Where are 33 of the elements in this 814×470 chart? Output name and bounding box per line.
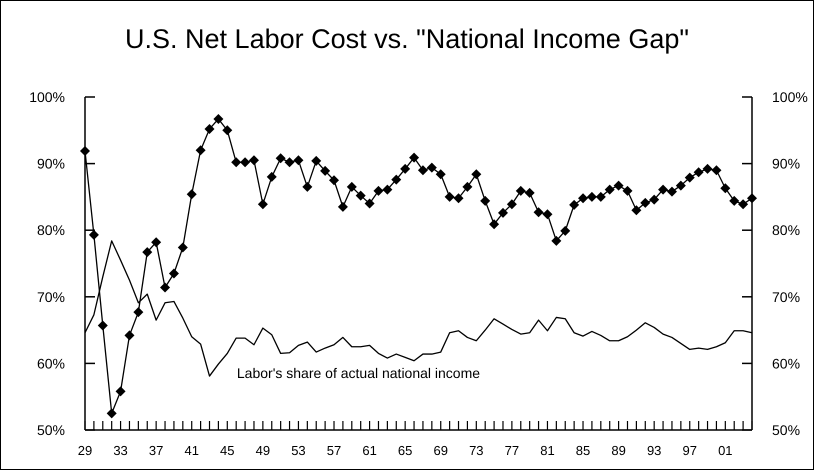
x-tick-label: 49 bbox=[256, 443, 270, 458]
x-tick-label: 89 bbox=[611, 443, 626, 458]
x-tick-label: 85 bbox=[576, 443, 590, 458]
series-label: Labor's share of actual national income bbox=[236, 365, 480, 381]
x-tick-label: 61 bbox=[362, 443, 377, 458]
x-tick-label: 29 bbox=[78, 443, 92, 458]
y-tick-label: 70% bbox=[36, 288, 65, 305]
x-tick-label: 73 bbox=[469, 443, 484, 458]
y-tick-label: 60% bbox=[36, 355, 65, 372]
x-tick-label: 65 bbox=[398, 443, 412, 458]
y-tick-label: 50% bbox=[36, 422, 65, 438]
x-tick-label: 97 bbox=[682, 443, 697, 458]
x-tick-label: 57 bbox=[326, 443, 342, 458]
y-tick-label: 100% bbox=[29, 89, 65, 105]
y-tick-label: 80% bbox=[36, 222, 65, 238]
x-tick-label: 41 bbox=[184, 443, 199, 458]
y-tick-label: 90% bbox=[36, 156, 65, 172]
x-tick-label: 81 bbox=[540, 443, 555, 458]
x-tick-label: 45 bbox=[220, 443, 235, 458]
y2-tick-label: 70% bbox=[772, 288, 800, 305]
chart-title: U.S. Net Labor Cost vs. "National Income Gap" bbox=[125, 24, 689, 54]
x-tick-label: 37 bbox=[148, 443, 164, 458]
x-tick-label: 01 bbox=[718, 443, 733, 458]
y2-tick-label: 50% bbox=[772, 422, 800, 438]
x-tick-label: 77 bbox=[504, 443, 520, 458]
x-tick-label: 69 bbox=[434, 443, 448, 458]
x-tick-label: 53 bbox=[291, 443, 306, 458]
x-tick-label: 33 bbox=[113, 443, 128, 458]
x-tick-label: 93 bbox=[646, 443, 662, 458]
y2-tick-label: 80% bbox=[772, 222, 800, 238]
y2-tick-label: 90% bbox=[772, 156, 800, 172]
y2-tick-label: 100% bbox=[772, 89, 808, 105]
y2-tick-label: 60% bbox=[772, 355, 800, 372]
